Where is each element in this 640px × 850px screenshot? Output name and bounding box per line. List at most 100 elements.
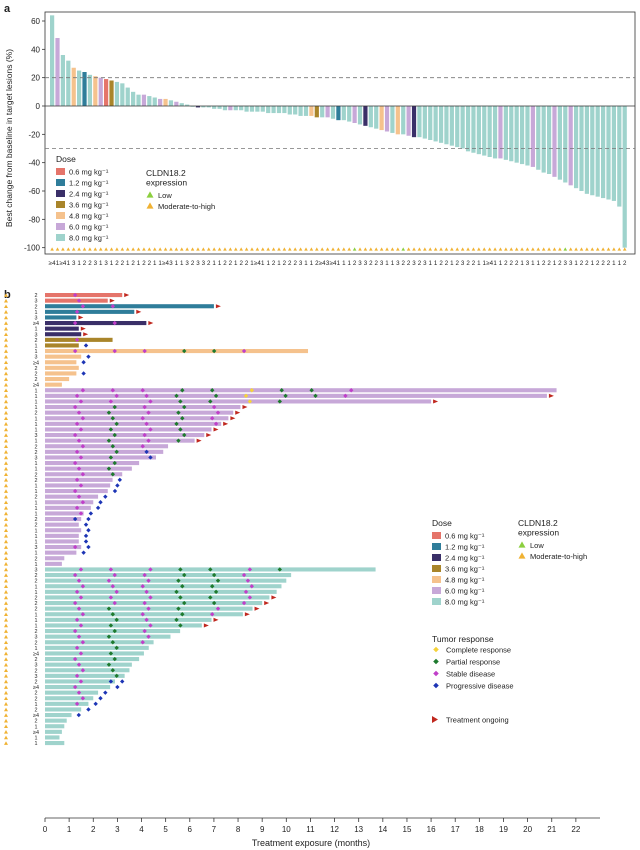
waterfall-bar bbox=[276, 106, 282, 114]
swimmer-response-marker bbox=[72, 684, 78, 690]
swimmer-cldn-marker bbox=[4, 506, 8, 510]
waterfall-bar bbox=[55, 38, 60, 106]
waterfall-cldn-marker bbox=[369, 247, 373, 251]
swimmer-response-marker bbox=[78, 399, 84, 404]
swimmer-response-marker bbox=[114, 449, 119, 455]
swimmer-bar bbox=[45, 349, 309, 354]
waterfall-category-label: 1 bbox=[126, 260, 130, 267]
swimmer-bar bbox=[45, 539, 79, 544]
swimmer-legend: Dose 0.6 mg kg⁻¹ 1.2 mg kg⁻¹ 2.4 mg kg⁻¹ 3.6… bbox=[432, 518, 587, 725]
waterfall-cldn-marker bbox=[417, 247, 422, 251]
waterfall-cldn-marker bbox=[466, 247, 470, 251]
swimmer-bar bbox=[45, 707, 82, 712]
swimmer-bar bbox=[45, 388, 557, 393]
swimmer-bar bbox=[45, 673, 125, 678]
waterfall-chart: Best change from baseline in target lesi… bbox=[4, 11, 636, 267]
waterfall-bar bbox=[611, 106, 617, 201]
waterfall-bar bbox=[136, 94, 141, 106]
swimmer-cldn-marker bbox=[4, 310, 8, 314]
swimmer-cldn-marker bbox=[4, 679, 8, 684]
swimmer-response-marker bbox=[106, 466, 112, 471]
swimmer-response-marker bbox=[103, 494, 108, 499]
legend-cldn-label: Low bbox=[158, 191, 172, 200]
waterfall-category-label: 2 bbox=[353, 260, 357, 267]
waterfall-bar bbox=[239, 106, 244, 111]
swimmer-response-marker bbox=[93, 701, 98, 707]
waterfall-category-label: 3 bbox=[364, 260, 368, 267]
swimmer-row-label: 2 bbox=[35, 579, 38, 585]
swimmer-bar bbox=[45, 550, 77, 555]
swimmer-response-marker bbox=[78, 427, 84, 432]
waterfall-category-label: 1 bbox=[304, 260, 308, 267]
waterfall-category-label: 2 bbox=[142, 260, 146, 267]
waterfall-bar bbox=[433, 106, 438, 142]
swimmer-bar bbox=[45, 309, 135, 314]
waterfall-bar bbox=[438, 106, 444, 143]
swimmer-response-marker bbox=[144, 617, 149, 623]
swimmer-response-marker bbox=[215, 410, 221, 415]
waterfall-y-tick-label: 60 bbox=[31, 17, 40, 26]
swimmer-ongoing-arrow bbox=[244, 612, 250, 617]
waterfall-bar bbox=[266, 106, 271, 114]
waterfall-cldn-marker bbox=[428, 247, 433, 251]
swimmer-x-tick-label: 9 bbox=[260, 825, 265, 834]
swimmer-response-marker bbox=[174, 617, 179, 623]
swimmer-bar bbox=[45, 696, 94, 701]
swimmer-cldn-marker bbox=[4, 595, 8, 600]
waterfall-cldn-marker bbox=[250, 247, 254, 251]
swimmer-cldn-marker bbox=[4, 640, 8, 645]
waterfall-cldn-marker bbox=[115, 247, 119, 251]
waterfall-bar bbox=[185, 104, 190, 106]
swimmer-row-label: 2 bbox=[35, 573, 38, 579]
swimmer-response-marker bbox=[180, 416, 185, 421]
swimmer-row-label: 1 bbox=[35, 646, 38, 652]
swimmer-cldn-marker bbox=[4, 550, 8, 555]
legend-dose-label: 2.4 mg kg⁻¹ bbox=[69, 190, 109, 199]
swimmer-bar bbox=[45, 304, 214, 309]
swimmer-row-label: 1 bbox=[35, 416, 38, 422]
swimmer-response-marker bbox=[140, 388, 145, 393]
waterfall-category-label: 1 bbox=[250, 260, 254, 267]
swimmer-cldn-marker bbox=[4, 450, 8, 454]
waterfall-category-label: 3 bbox=[72, 260, 76, 267]
waterfall-bar bbox=[309, 106, 314, 116]
swimmer-cldn-marker bbox=[4, 612, 8, 617]
swimmer-response-marker bbox=[211, 348, 217, 354]
waterfall-category-label: ≥4 bbox=[162, 260, 169, 267]
swimmer-row-label: 2 bbox=[35, 450, 38, 456]
waterfall-cldn-marker bbox=[498, 247, 503, 251]
swimmer-response-marker bbox=[112, 320, 117, 326]
swimmer-cldn-marker bbox=[4, 685, 8, 689]
swimmer-response-marker bbox=[83, 343, 89, 348]
swimmer-row-label: 2 bbox=[35, 304, 38, 310]
swimmer-response-marker bbox=[283, 393, 288, 399]
waterfall-cldn-marker bbox=[174, 247, 179, 251]
waterfall-category-label: 1 bbox=[277, 260, 281, 267]
swimmer-bar bbox=[45, 449, 164, 454]
waterfall-bar bbox=[152, 97, 157, 106]
waterfall-cldn-marker bbox=[266, 247, 270, 251]
waterfall-bar bbox=[249, 106, 255, 112]
swimmer-bar bbox=[45, 500, 94, 505]
swimmer-row-label: 1 bbox=[35, 724, 38, 730]
waterfall-category-label: 1 bbox=[342, 260, 346, 267]
swimmer-response-marker bbox=[80, 668, 86, 673]
swimmer-bar bbox=[45, 444, 169, 449]
swimmer-cldn-marker bbox=[4, 444, 8, 449]
waterfall-bar bbox=[568, 106, 573, 186]
swimmer-response-marker bbox=[76, 438, 82, 443]
waterfall-category-label: 1 bbox=[385, 260, 389, 267]
swimmer-response-marker bbox=[83, 522, 89, 527]
waterfall-bar bbox=[557, 106, 562, 180]
waterfall-bar bbox=[98, 77, 103, 106]
waterfall-bar bbox=[384, 106, 390, 132]
waterfall-cldn-marker bbox=[617, 247, 622, 251]
swimmer-row-label: 3 bbox=[35, 663, 38, 669]
swimmer-bar bbox=[45, 455, 156, 460]
swimmer-cldn-marker bbox=[4, 578, 8, 583]
swimmer-x-tick-label: 16 bbox=[427, 825, 436, 834]
swimmer-cldn-marker bbox=[4, 433, 8, 437]
waterfall-bar bbox=[255, 106, 260, 112]
swimmer-cldn-marker bbox=[4, 674, 8, 678]
swimmer-response-marker bbox=[76, 690, 82, 695]
